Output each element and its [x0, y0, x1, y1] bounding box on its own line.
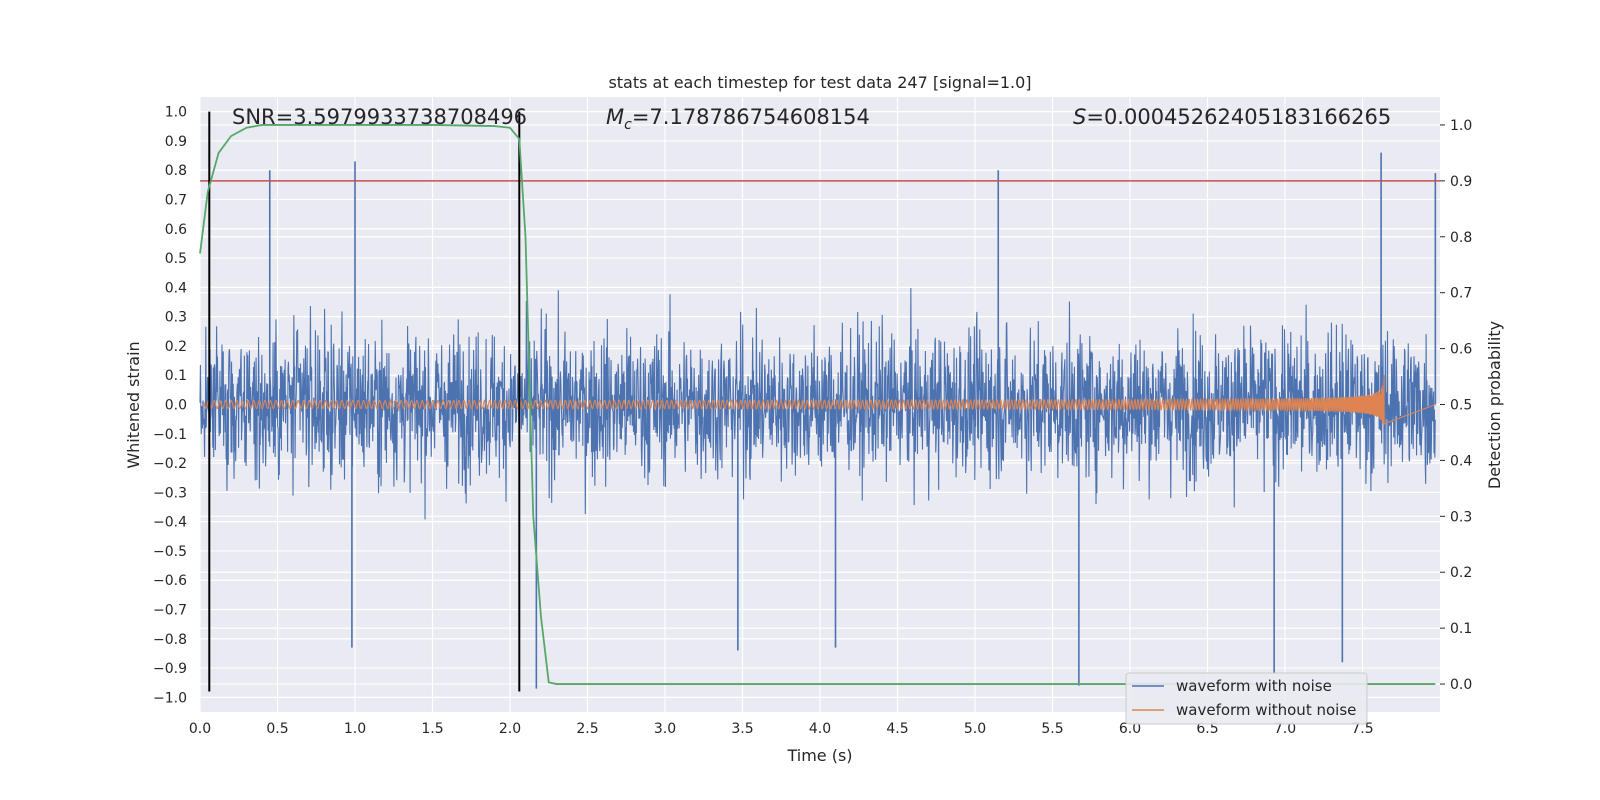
y-tick-label: −0.6	[153, 573, 187, 589]
detection-probability-series	[199, 124, 1436, 685]
x-tick-label: 6.0	[1119, 721, 1141, 737]
x-tick-label: 4.0	[809, 721, 831, 737]
y-tick-label: 1.0	[165, 105, 187, 121]
y-tick-label: 0.0	[165, 398, 187, 414]
x-tick-label: 3.0	[654, 721, 676, 737]
snr-annotation: SNR=3.5979933738708496	[232, 105, 527, 129]
x-tick-label: 5.5	[1041, 721, 1063, 737]
y-tick-label: −0.3	[153, 485, 187, 501]
x-tick-label: 3.5	[731, 721, 753, 737]
waveform-without-noise-series	[202, 375, 1436, 426]
y2-tick-label: 0.5	[1450, 398, 1472, 414]
reference-lines	[200, 111, 1440, 692]
mc-symbol: M	[606, 105, 624, 129]
x-tick-label: 6.5	[1196, 721, 1218, 737]
y-tick-label: 0.9	[165, 134, 187, 150]
y2-axis-label: Detection probability	[1485, 321, 1504, 489]
y-tick-label: 0.1	[165, 368, 187, 384]
y-tick-label: −0.4	[153, 515, 187, 531]
s-annotation: S=0.00045262405183166265	[1073, 105, 1391, 129]
x-tick-label: 7.0	[1274, 721, 1296, 737]
y-tick-label: −0.5	[153, 544, 187, 560]
x-tick-label: 5.0	[964, 721, 986, 737]
y-tick-label: −0.2	[153, 456, 187, 472]
y2-tick-label: 0.1	[1450, 621, 1472, 637]
y-tick-label: 0.5	[165, 251, 187, 267]
axes: 0.0 0.5 1.0 1.5 2.0 2.5 3.0 3.5 4.0 4.5 5.0 5.5 6.0 6…	[153, 105, 1472, 737]
mc-value: =7.178786754608154	[632, 105, 870, 129]
y-axis-label: Whitened strain	[124, 341, 143, 468]
y-tick-label: 0.6	[165, 222, 187, 238]
clean-waveform-line	[202, 375, 1436, 426]
legend-box	[1125, 672, 1368, 725]
x-tick-label: 2.5	[576, 721, 598, 737]
y2-tick-label: 1.0	[1450, 118, 1472, 134]
legend-label-clean: waveform without noise	[1176, 701, 1356, 719]
legend: waveform with noise waveform without noi…	[1125, 672, 1368, 725]
x-tick-label: 2.0	[499, 721, 521, 737]
s-value: =0.00045262405183166265	[1086, 105, 1391, 129]
x-tick-label: 7.5	[1351, 721, 1373, 737]
y2-tick-label: 0.2	[1450, 565, 1472, 581]
y-tick-label: −0.9	[153, 661, 187, 677]
y2-tick-label: 0.8	[1450, 230, 1472, 246]
detection-probability-line	[199, 124, 1436, 685]
legend-label-noisy: waveform with noise	[1176, 677, 1332, 695]
x-tick-label: 1.5	[421, 721, 443, 737]
chart-title: stats at each timestep for test data 247…	[608, 73, 1031, 92]
y-tick-label: −0.1	[153, 427, 187, 443]
y-tick-label: 0.4	[165, 280, 187, 296]
y-tick-label: −1.0	[153, 690, 187, 706]
mc-subscript: c	[624, 117, 632, 133]
x-tick-label: 1.0	[344, 721, 366, 737]
y-tick-label: −0.8	[153, 632, 187, 648]
y2-tick-label: 0.6	[1450, 342, 1472, 358]
y2-tick-label: 0.3	[1450, 509, 1472, 525]
y2-tick-label: 0.9	[1450, 174, 1472, 190]
y-tick-label: 0.2	[165, 339, 187, 355]
y2-tick-label: 0.4	[1450, 453, 1472, 469]
mc-annotation: Mc=7.178786754608154	[606, 105, 870, 133]
x-tick-label: 0.0	[189, 721, 211, 737]
y-tick-label: −0.7	[153, 603, 187, 619]
y2-tick-label: 0.7	[1450, 286, 1472, 302]
s-symbol: S	[1073, 105, 1086, 129]
y-tick-label: 0.3	[165, 310, 187, 326]
x-axis-label: Time (s)	[786, 746, 852, 765]
y-tick-label: 0.7	[165, 193, 187, 209]
y-tick-label: 0.8	[165, 163, 187, 179]
x-tick-label: 0.5	[266, 721, 288, 737]
x-tick-label: 4.5	[886, 721, 908, 737]
y2-tick-label: 0.0	[1450, 677, 1472, 693]
